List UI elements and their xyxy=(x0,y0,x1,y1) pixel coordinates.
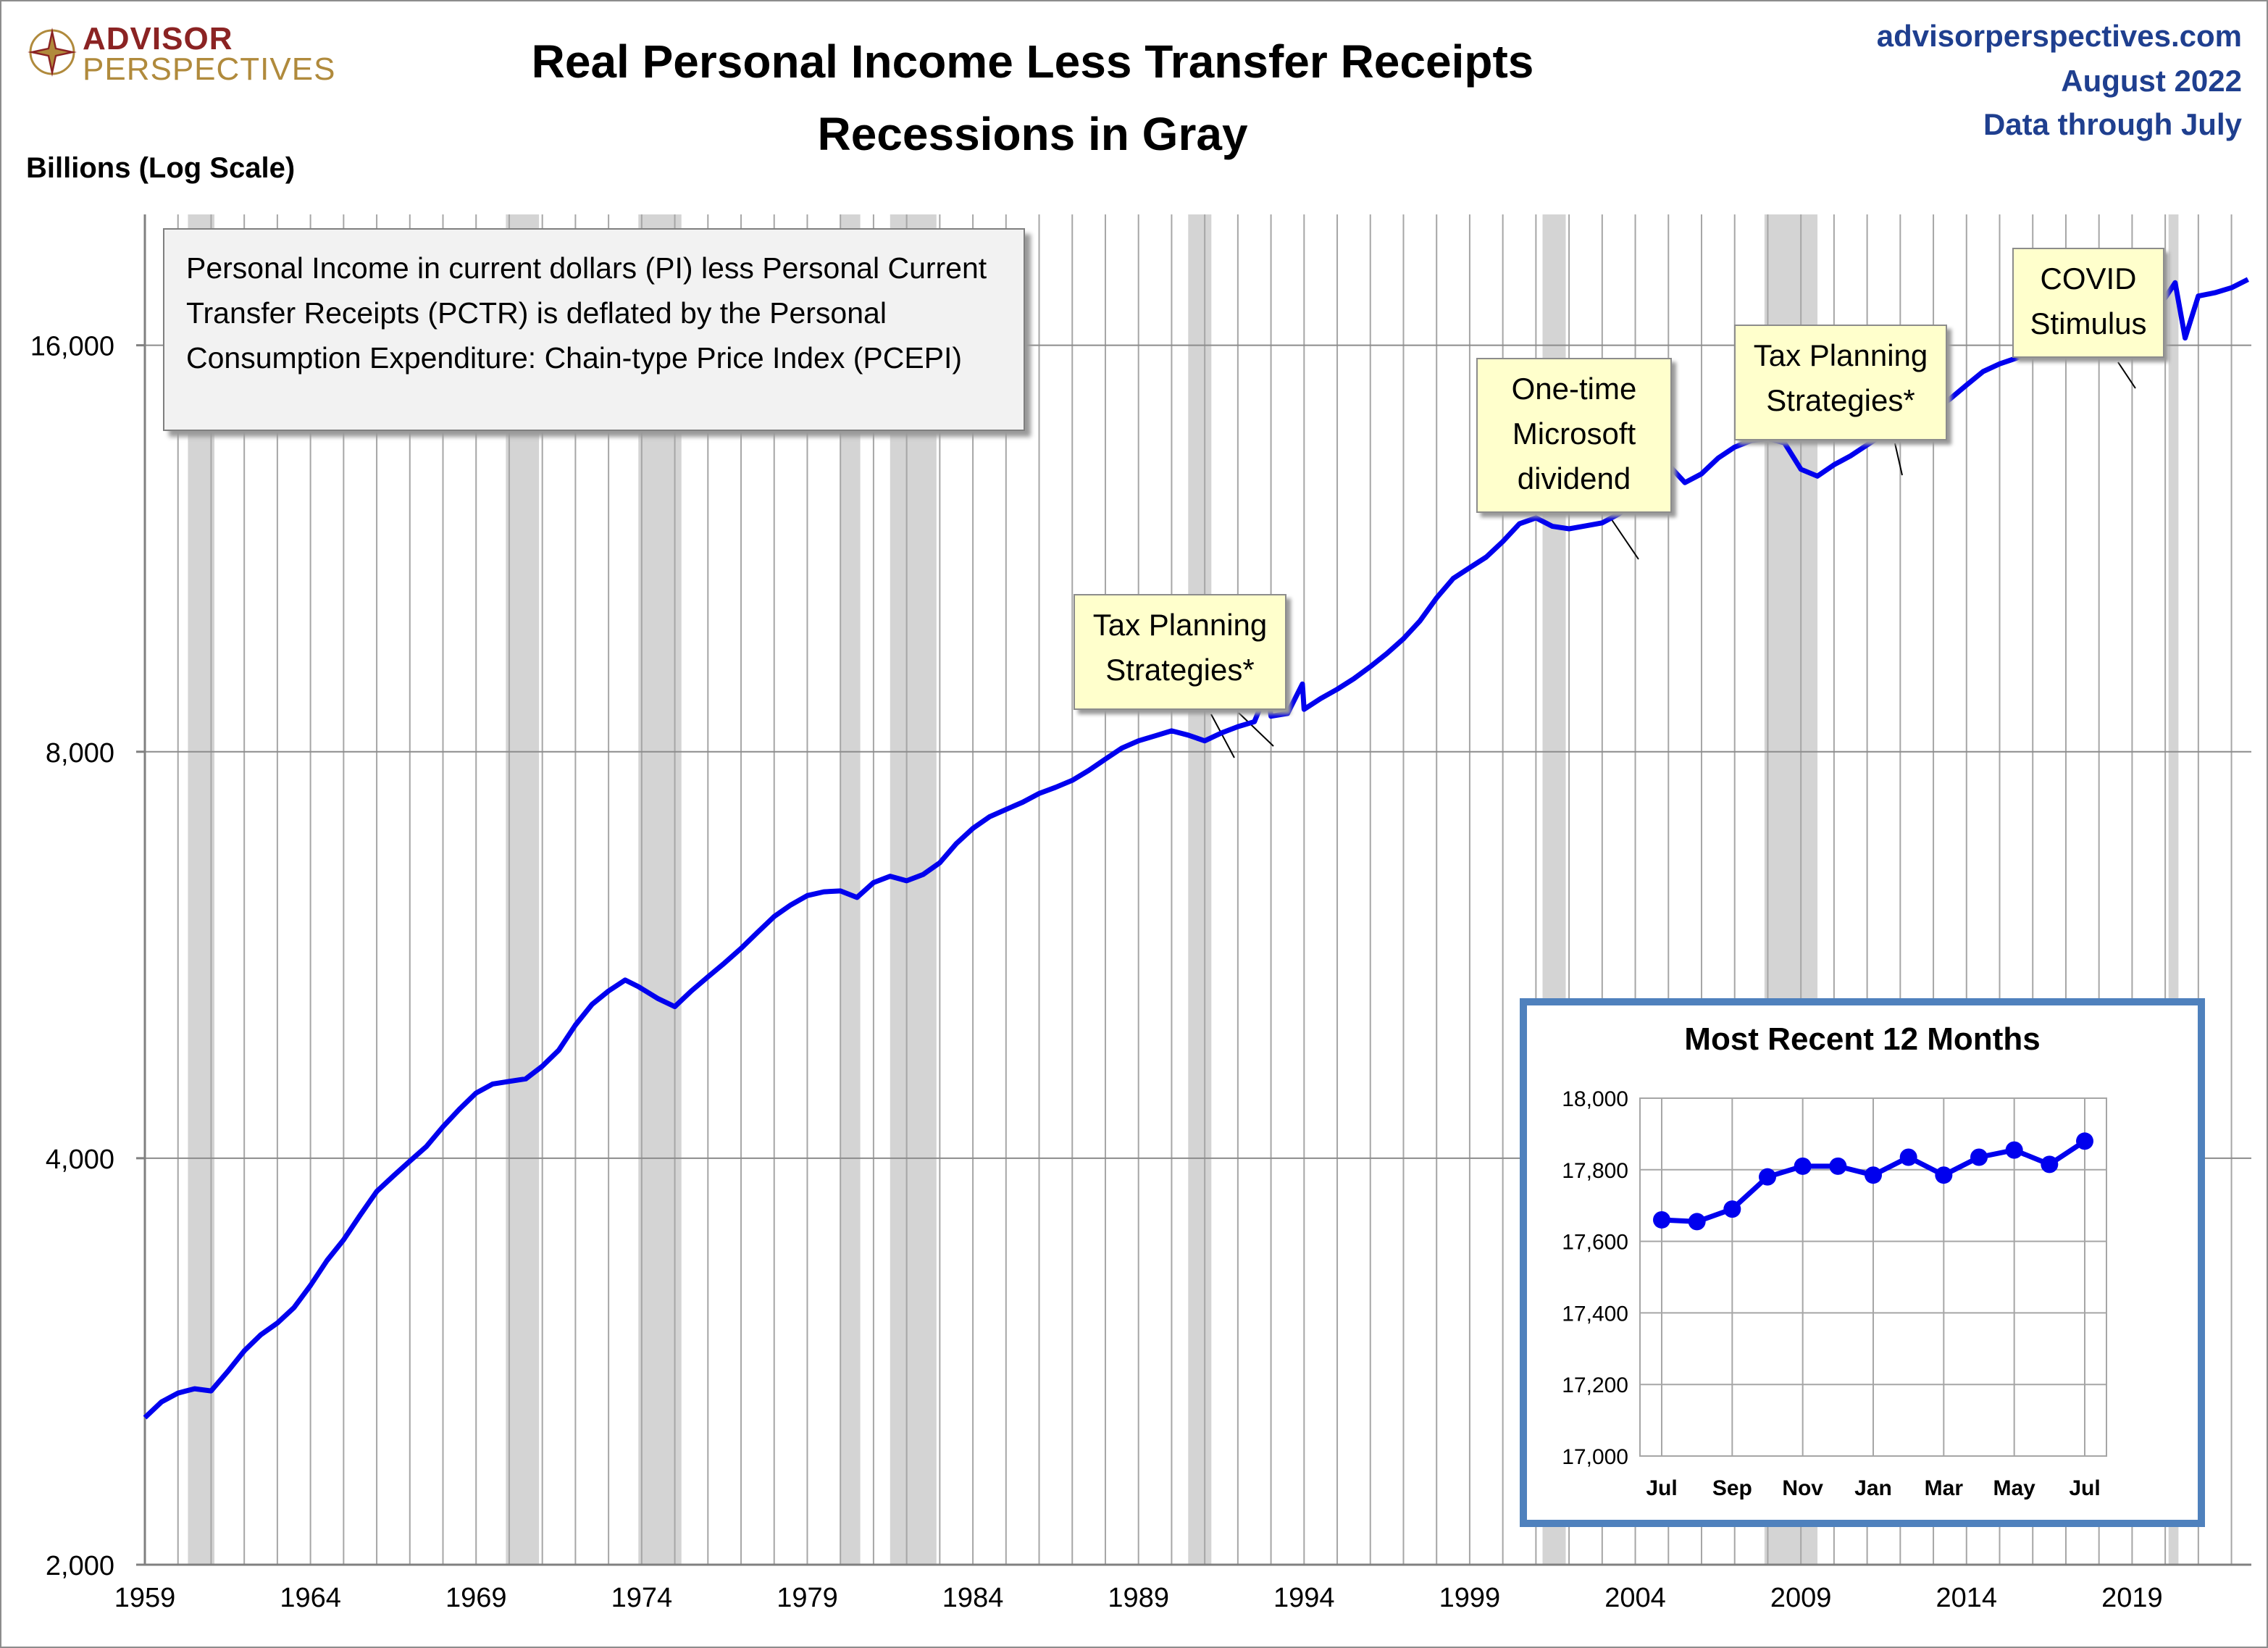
inset-y-tick-label: 17,800 xyxy=(1562,1159,1628,1183)
advisor-perspectives-logo: ADVISOR PERSPECTIVES xyxy=(26,21,335,88)
x-tick-label: 1979 xyxy=(777,1583,838,1613)
y-tick-label: 8,000 xyxy=(46,738,114,769)
callout-text-line: Tax Planning xyxy=(1092,608,1268,642)
x-tick-label: 1989 xyxy=(1108,1583,1169,1613)
callout-leader-line xyxy=(1238,712,1274,747)
callout-covid-stimulus: COVID Stimulus xyxy=(2012,248,2164,358)
data-through: Data through July xyxy=(1983,107,2242,141)
inset-data-point xyxy=(1794,1157,1812,1175)
inset-x-tick-label: Sep xyxy=(1712,1476,1752,1500)
inset-data-point xyxy=(1935,1166,1953,1184)
inset-data-point xyxy=(2076,1132,2093,1150)
callout-leader-line xyxy=(1210,714,1235,758)
y-axis-label: Billions (Log Scale) xyxy=(26,152,296,184)
inset-y-tick-label: 17,600 xyxy=(1562,1231,1628,1255)
x-tick-label: 1959 xyxy=(114,1583,176,1613)
recession-band xyxy=(506,214,540,1565)
inset-x-tick-label: May xyxy=(1993,1476,2035,1500)
y-tick-labels: 2,000 4,000 8,000 16,000 xyxy=(30,332,145,1581)
x-tick-label: 1994 xyxy=(1273,1583,1335,1613)
source-site: advisorperspectives.com xyxy=(1876,19,2242,53)
x-tick-label: 2019 xyxy=(2101,1583,2163,1613)
callout-tax-planning-2: Tax Planning Strategies* xyxy=(1734,325,1947,440)
callout-text-line: Tax Planning xyxy=(1753,338,1928,372)
callout-text-line: Stimulus xyxy=(2030,306,2147,340)
inset-y-tick-label: 17,400 xyxy=(1562,1302,1628,1326)
callout-tax-planning-1: Tax Planning Strategies* xyxy=(1074,594,1286,710)
inset-data-point xyxy=(1688,1213,1706,1231)
inset-data-point xyxy=(1723,1200,1741,1218)
chart-subtitle: Recessions in Gray xyxy=(817,108,1248,160)
callout-leader-line xyxy=(2117,361,2136,389)
inset-y-tick-label: 17,000 xyxy=(1562,1445,1628,1469)
inset-x-tick-label: Mar xyxy=(1925,1476,1964,1500)
logo-line-2: PERSPECTIVES xyxy=(83,51,336,87)
callout-text-line: dividend xyxy=(1517,461,1631,495)
inset-data-point xyxy=(2005,1141,2023,1159)
axes xyxy=(143,214,2251,1566)
x-tick-labels: 1959 1964 1969 1974 1979 1984 1989 1994 1999 2004… xyxy=(114,1583,2163,1613)
inset-data-point xyxy=(1653,1210,1670,1229)
y-tick-label: 2,000 xyxy=(46,1551,114,1581)
inset-data-point xyxy=(1759,1168,1776,1186)
y-tick-label: 16,000 xyxy=(30,332,114,362)
callout-text-line: Strategies* xyxy=(1105,653,1255,687)
inset-data-point xyxy=(1970,1148,1988,1166)
logo-line-1: ADVISOR xyxy=(83,21,233,57)
callout-leaders xyxy=(1210,361,2136,758)
callout-leader-line xyxy=(1610,518,1639,560)
inset-x-tick-label: Jul xyxy=(1646,1476,1677,1500)
x-tick-label: 2004 xyxy=(1604,1583,1666,1613)
callout-text-line: One-time xyxy=(1511,372,1637,406)
inset-title: Most Recent 12 Months xyxy=(1684,1021,2041,1057)
x-tick-label: 1964 xyxy=(280,1583,341,1613)
inset-data-point xyxy=(1829,1157,1847,1175)
compass-star-icon xyxy=(28,28,77,77)
source-date: August 2022 xyxy=(2061,64,2242,98)
inset-chart: 17,000 17,200 17,400 17,600 17,800 18,000 Jul S… xyxy=(1562,1087,2107,1500)
chart-title: Real Personal Income Less Transfer Recei… xyxy=(531,35,1534,88)
inset-data-point xyxy=(1899,1148,1917,1166)
inset-x-tick-label: Jan xyxy=(1854,1476,1892,1500)
callout-text-line: COVID xyxy=(2040,262,2137,296)
callout-text-line: Microsoft xyxy=(1512,417,1636,451)
inset-y-tick-label: 18,000 xyxy=(1562,1087,1628,1111)
x-tick-label: 1974 xyxy=(611,1583,673,1613)
recession-band xyxy=(890,214,937,1565)
inset-x-tick-label: Jul xyxy=(2069,1476,2100,1500)
x-tick-label: 1999 xyxy=(1439,1583,1501,1613)
x-tick-label: 2014 xyxy=(1936,1583,1998,1613)
inset-recent-12-months: Most Recent 12 Months 17,000 17,200 17,400… xyxy=(1520,998,2205,1527)
recession-band xyxy=(1188,214,1212,1565)
methodology-note: Personal Income in current dollars (PI) … xyxy=(163,228,1025,431)
x-tick-label: 1984 xyxy=(942,1583,1004,1613)
callout-text-line: Strategies* xyxy=(1766,383,1915,417)
inset-x-tick-label: Nov xyxy=(1782,1476,1823,1500)
callout-microsoft-dividend: One-time Microsoft dividend xyxy=(1476,358,1672,513)
x-tick-label: 2009 xyxy=(1770,1583,1832,1613)
inset-data-point xyxy=(2041,1155,2059,1174)
callout-leader-line xyxy=(1894,443,1903,476)
recession-band xyxy=(188,214,215,1565)
inset-data-point xyxy=(1865,1166,1882,1184)
y-tick-label: 4,000 xyxy=(46,1145,114,1175)
inset-y-tick-label: 17,200 xyxy=(1562,1373,1628,1397)
x-tick-label: 1969 xyxy=(445,1583,507,1613)
